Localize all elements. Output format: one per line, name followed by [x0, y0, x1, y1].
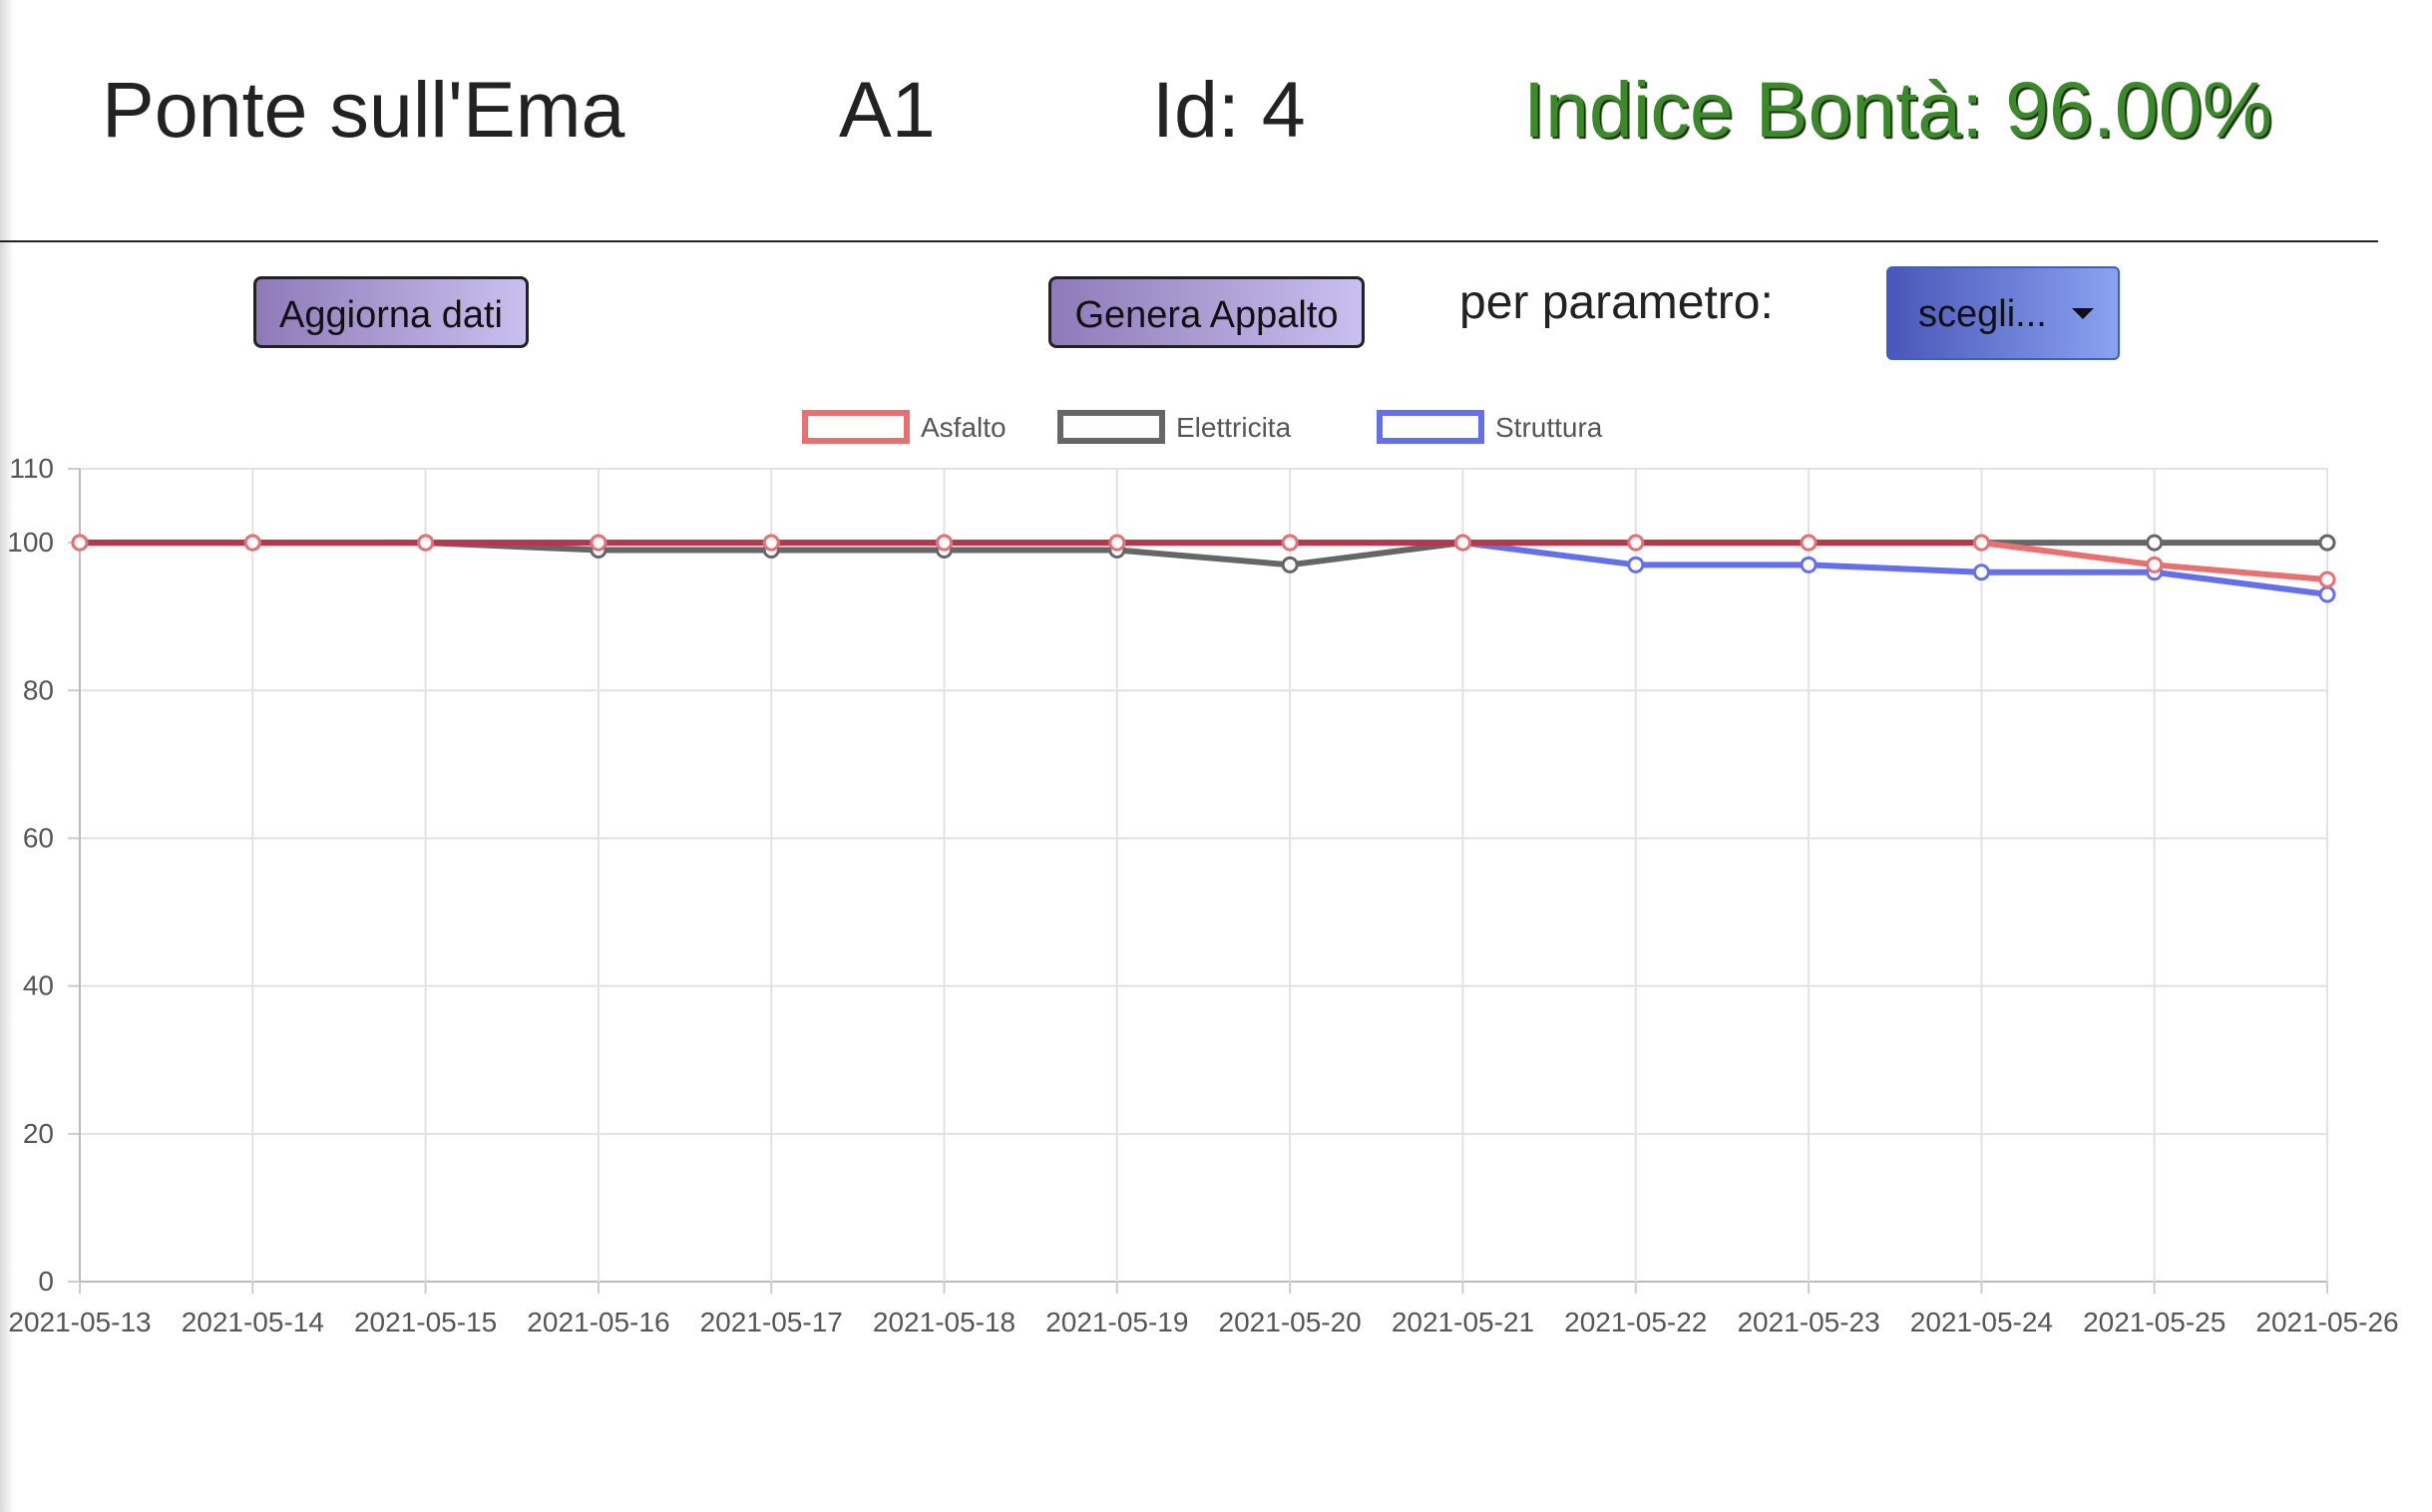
- series-segment-struttura: [1459, 540, 1639, 568]
- x-tick-label: 2021-05-26: [2255, 1307, 2398, 1337]
- y-tick-label: 0: [38, 1266, 54, 1297]
- x-tick-label: 2021-05-21: [1392, 1307, 1534, 1337]
- data-point-asfalto: [590, 534, 608, 552]
- header-divider: [0, 240, 2378, 242]
- y-tick-label: 60: [23, 822, 54, 853]
- x-tick-label: 2021-05-17: [700, 1307, 843, 1337]
- data-point-asfalto: [2318, 570, 2336, 588]
- data-point-asfalto: [1800, 534, 1818, 552]
- x-tick-label: 2021-05-16: [527, 1307, 669, 1337]
- y-tick-label: 100: [7, 527, 54, 558]
- legend-swatch: [1377, 410, 1484, 444]
- x-tick-label: 2021-05-19: [1045, 1307, 1188, 1337]
- data-point-asfalto: [2146, 556, 2164, 573]
- page-edge-shadow: [0, 0, 14, 1512]
- x-tick-label: 2021-05-22: [1564, 1307, 1707, 1337]
- legend-label: Struttura: [1495, 412, 1603, 443]
- legend-swatch: [802, 410, 910, 444]
- series-segment-struttura: [1806, 562, 1985, 575]
- data-point-asfalto: [71, 534, 89, 552]
- data-point-asfalto: [1108, 534, 1126, 552]
- legend-swatch: [1057, 410, 1165, 444]
- series-segment-elettricita: [1287, 540, 1466, 568]
- data-point-asfalto: [1453, 534, 1471, 552]
- parameter-dropdown[interactable]: scegli...: [1886, 266, 2120, 360]
- data-point-elettricita: [1281, 556, 1299, 573]
- series-segment-asfalto: [1978, 540, 2158, 568]
- y-tick-label: 40: [23, 970, 54, 1001]
- data-point-asfalto: [243, 534, 261, 552]
- series-segment-elettricita: [1113, 547, 1294, 568]
- dropdown-selected-value: scegli...: [1918, 293, 2047, 335]
- data-point-asfalto: [1972, 534, 1990, 552]
- road-code: A1: [839, 65, 936, 154]
- x-tick-label: 2021-05-23: [1737, 1307, 1879, 1337]
- x-tick-label: 2021-05-20: [1219, 1307, 1362, 1337]
- legend-label: Elettricita: [1176, 412, 1292, 443]
- data-point-asfalto: [936, 534, 954, 552]
- data-point-asfalto: [1281, 534, 1299, 552]
- series-segment-asfalto: [2151, 562, 2330, 583]
- bridge-name: Ponte sull'Ema: [102, 65, 625, 154]
- parameter-label: per parametro:: [1459, 276, 1774, 329]
- caret-down-icon: [2072, 308, 2094, 319]
- data-point-elettricita: [2318, 534, 2336, 552]
- x-tick-label: 2021-05-15: [354, 1307, 497, 1337]
- data-point-asfalto: [417, 534, 435, 552]
- y-tick-label: 110: [9, 453, 54, 484]
- data-point-elettricita: [2146, 534, 2164, 552]
- data-point-struttura: [2318, 585, 2336, 603]
- bridge-id: Id: 4: [1152, 65, 1306, 154]
- data-point-struttura: [1627, 556, 1645, 573]
- data-point-struttura: [1972, 564, 1990, 581]
- x-tick-label: 2021-05-18: [873, 1307, 1015, 1337]
- y-tick-label: 20: [23, 1118, 54, 1149]
- x-tick-label: 2021-05-24: [1910, 1307, 2053, 1337]
- quality-index: Indice Bontà: 96.00%: [1523, 65, 2273, 154]
- legend-label: Asfalto: [921, 412, 1007, 443]
- x-tick-label: 2021-05-14: [182, 1307, 324, 1337]
- data-point-asfalto: [1627, 534, 1645, 552]
- refresh-data-button[interactable]: Aggiorna dati: [253, 276, 529, 348]
- y-tick-label: 80: [23, 674, 54, 705]
- data-point-struttura: [1800, 556, 1818, 573]
- x-tick-label: 2021-05-13: [8, 1307, 151, 1337]
- x-tick-label: 2021-05-25: [2083, 1307, 2226, 1337]
- data-point-asfalto: [762, 534, 780, 552]
- condition-line-chart: 0 20 40 60 80 100 110 2021-05-13 2021-05-14 2021-…: [7, 410, 2399, 1337]
- series-segment-struttura: [2151, 568, 2330, 597]
- bridge-header: Ponte sull'Ema A1 Id: 4 Indice Bontà: 96…: [0, 0, 2432, 239]
- generate-contract-button[interactable]: Genera Appalto: [1048, 276, 1365, 348]
